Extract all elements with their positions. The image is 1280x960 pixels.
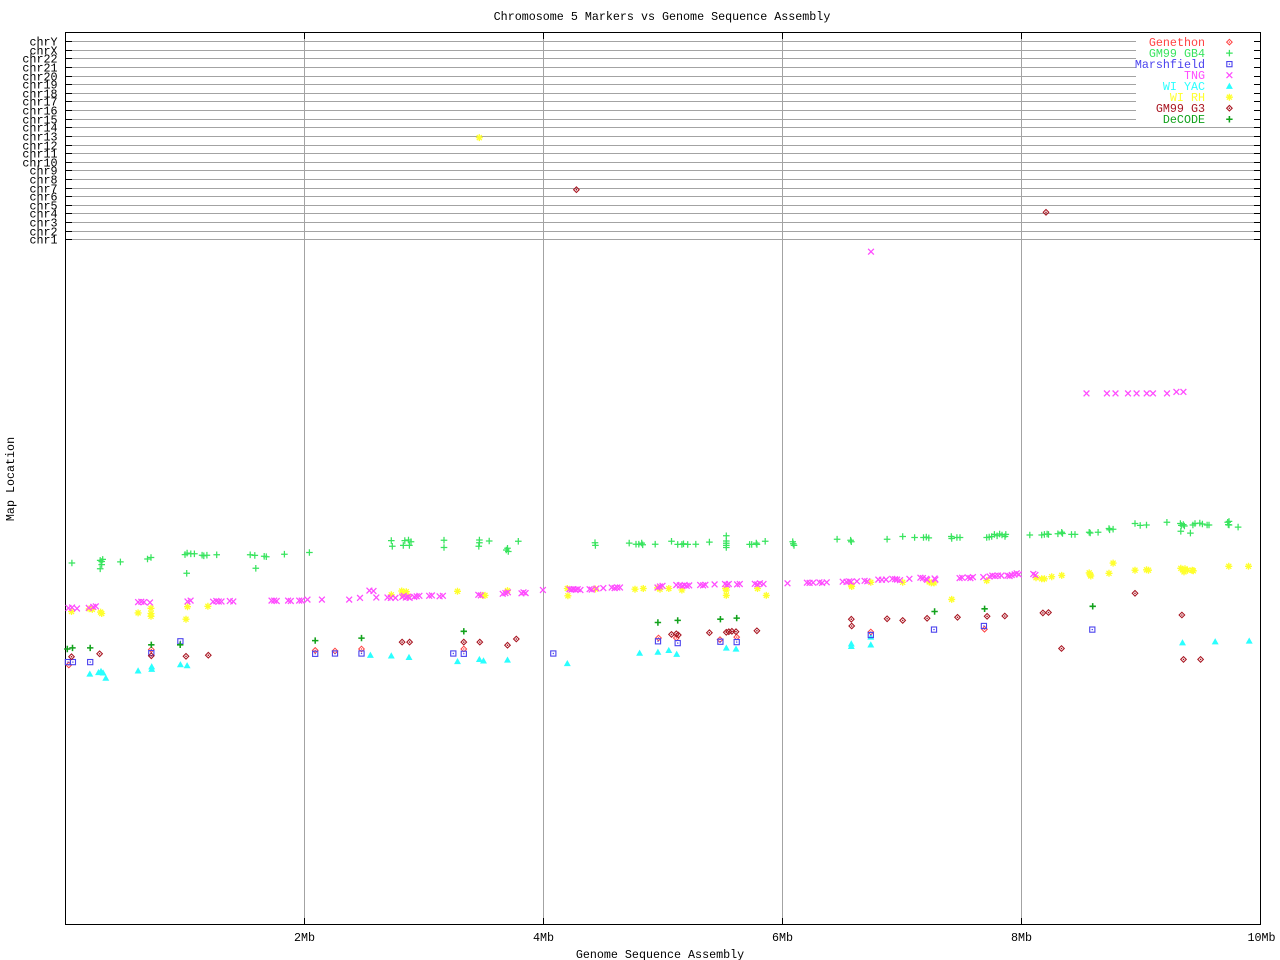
svg-text:chr13: chr13 bbox=[22, 131, 57, 145]
svg-text:chr12: chr12 bbox=[22, 140, 57, 154]
svg-text:chr22: chr22 bbox=[22, 53, 57, 67]
svg-text:chr11: chr11 bbox=[22, 148, 57, 162]
svg-text:chr6: chr6 bbox=[29, 191, 57, 205]
svg-text:chr2: chr2 bbox=[29, 226, 57, 240]
svg-text:10Mb: 10Mb bbox=[1247, 931, 1275, 945]
svg-text:chr9: chr9 bbox=[29, 165, 57, 179]
svg-text:chr5: chr5 bbox=[29, 200, 57, 214]
svg-text:WI YAC: WI YAC bbox=[1163, 80, 1205, 94]
svg-text:chrY: chrY bbox=[29, 36, 57, 50]
svg-text:chr17: chr17 bbox=[22, 96, 57, 110]
svg-text:Genome Sequence Assembly: Genome Sequence Assembly bbox=[576, 948, 744, 960]
svg-text:TNG: TNG bbox=[1184, 69, 1205, 83]
svg-text:chr7: chr7 bbox=[29, 183, 57, 197]
svg-text:chr19: chr19 bbox=[22, 79, 57, 93]
svg-text:chr15: chr15 bbox=[22, 114, 57, 128]
svg-text:Genethon: Genethon bbox=[1149, 36, 1205, 50]
svg-text:chr18: chr18 bbox=[22, 88, 57, 102]
svg-text:chr1: chr1 bbox=[29, 234, 57, 248]
svg-text:WI RH: WI RH bbox=[1170, 91, 1205, 105]
svg-text:GM99 G3: GM99 G3 bbox=[1156, 102, 1205, 116]
svg-text:chr21: chr21 bbox=[22, 62, 57, 76]
svg-text:2Mb: 2Mb bbox=[294, 931, 315, 945]
svg-text:8Mb: 8Mb bbox=[1011, 931, 1032, 945]
svg-text:chrX: chrX bbox=[29, 45, 57, 59]
svg-text:GM99 GB4: GM99 GB4 bbox=[1149, 47, 1205, 61]
svg-text:chr20: chr20 bbox=[22, 71, 57, 85]
svg-text:4Mb: 4Mb bbox=[533, 931, 554, 945]
svg-text:chr3: chr3 bbox=[29, 217, 57, 231]
svg-text:6Mb: 6Mb bbox=[772, 931, 793, 945]
svg-text:chr8: chr8 bbox=[29, 174, 57, 188]
svg-text:Chromosome 5 Markers vs Genome: Chromosome 5 Markers vs Genome Sequence … bbox=[494, 10, 831, 24]
svg-text:Map Location: Map Location bbox=[4, 437, 18, 521]
svg-text:chr4: chr4 bbox=[29, 208, 57, 222]
svg-text:DeCODE: DeCODE bbox=[1163, 113, 1205, 127]
svg-text:chr10: chr10 bbox=[22, 157, 57, 171]
svg-text:Marshfield: Marshfield bbox=[1135, 58, 1205, 72]
svg-text:chr14: chr14 bbox=[22, 122, 57, 136]
svg-text:chr16: chr16 bbox=[22, 105, 57, 119]
